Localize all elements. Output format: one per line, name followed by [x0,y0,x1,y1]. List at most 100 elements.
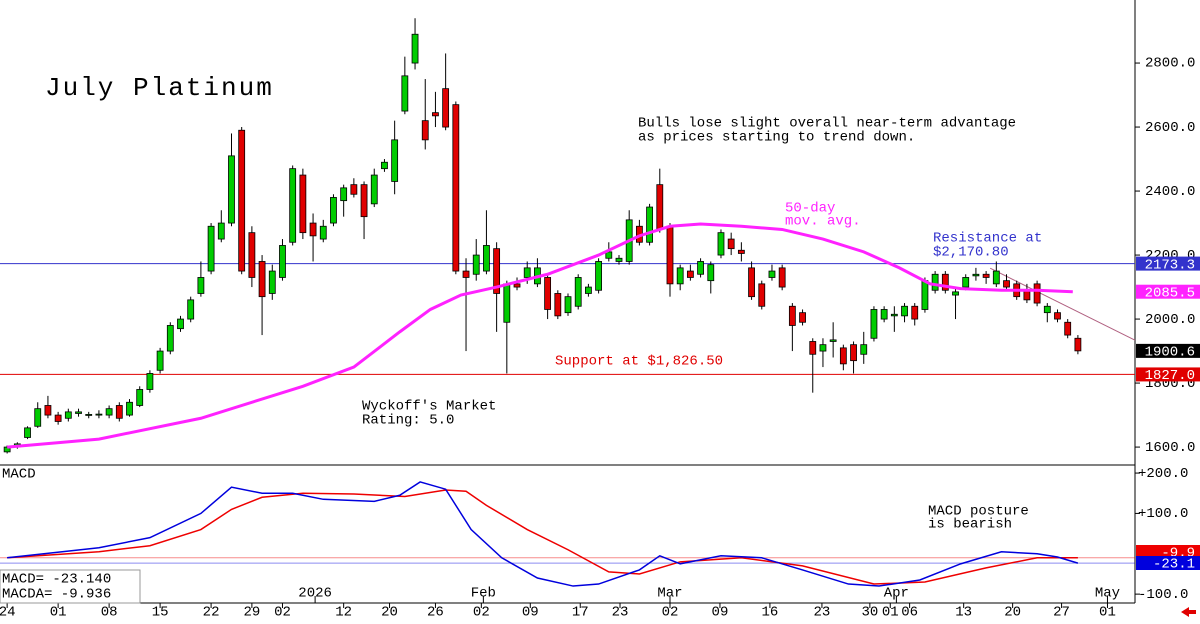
candle-body [483,245,490,272]
end-label: -23.1 [1153,557,1195,573]
series-line [7,481,1079,587]
scroll-arrow[interactable] [1181,607,1196,617]
candle-body [799,312,806,323]
x-tick-label: 13 [955,605,972,621]
period-label: 2026 [298,586,332,602]
candle-body [901,305,908,317]
x-tick-label: 01 [50,605,67,621]
candle-body [493,248,501,294]
candle-body [982,273,990,278]
candle-body [197,277,205,294]
candle-body [411,33,419,64]
candle-body [432,112,439,117]
annotation: Wyckoff's Market [362,399,496,415]
candle-body [992,270,1000,285]
candle-body [207,225,215,272]
candle-body [819,344,827,352]
candle-body [737,249,745,254]
candle-body [24,427,31,438]
candle-body [778,267,786,288]
candle-body [452,104,460,272]
level-box [1136,367,1200,382]
trendline [989,267,1136,341]
candle-body [472,254,480,275]
candle-body [401,75,409,112]
ma-box [1136,284,1200,299]
series-line [7,489,1078,585]
candle-body [115,405,123,419]
candle-body [717,232,725,256]
candle-body [350,184,358,195]
candle-body [676,267,684,285]
annotation: is bearish [928,517,1012,533]
annotation: Rating: 5.0 [362,413,454,429]
x-tick-label: 02 [662,605,679,621]
candle-body [330,197,337,224]
x-tick-label: 01 [1099,605,1116,621]
x-tick-label: 24 [0,605,16,621]
last-price-label: 1900.6 [1145,345,1195,361]
last-price-box [1136,343,1200,358]
annotation: Bulls lose slight overall near-term adva… [638,116,1016,132]
candle-body [258,261,266,298]
candle-body [1064,321,1072,336]
candle-body [850,344,857,362]
x-tick-label: 02 [473,605,490,621]
y-tick-label: 2600.0 [1145,120,1195,136]
period-label: May [1095,586,1120,602]
candle-body [972,273,980,277]
candle-body [1033,283,1041,304]
candle-body [381,161,388,170]
ma-label: 2085.5 [1145,285,1195,301]
period-label: Apr [884,586,909,602]
candle-body [860,344,868,355]
candle-body [238,129,246,272]
candle-body [156,350,164,371]
y-tick-label: -100.0 [1138,587,1188,603]
candle-body [544,277,552,310]
candle-body [289,168,297,243]
candle-body [54,414,62,422]
candle-body [921,280,929,310]
annotation: Resistance at [933,231,1042,247]
candle-body [585,286,592,294]
candle-body [360,184,368,218]
y-tick-label: 1600.0 [1145,440,1195,456]
candle-body [340,187,348,202]
x-tick-label: 26 [427,605,444,621]
candle-body [391,139,399,182]
x-tick-label: 30 [861,605,878,621]
x-tick-label: 20 [1004,605,1021,621]
x-tick-label: 17 [572,605,589,621]
candle-body [503,283,511,323]
candle-body [421,120,429,141]
candle-body [217,222,225,240]
candle-body [829,339,837,342]
candle-body [615,257,623,262]
candle-body [177,318,184,330]
candle-body [880,309,888,320]
x-tick-label: 08 [101,605,118,621]
x-tick-label: 27 [1053,605,1070,621]
candle-body [1043,305,1051,314]
y-tick-label: 2000.0 [1145,312,1195,328]
candle-body [279,245,286,278]
candle-body [1054,312,1061,320]
end-box [1136,545,1200,559]
candle-body [64,411,72,419]
candle-body [166,325,174,352]
candle-body [523,267,531,278]
candle-body [126,401,133,416]
candle-body [44,405,52,416]
x-tick-label: 23 [612,605,629,621]
ma-name: mov. avg. [785,214,861,230]
x-tick-label: 16 [762,605,779,621]
candle-body [646,206,653,243]
candle-body [962,277,970,288]
legend-entry: MACDA= -9.936 [2,587,111,603]
x-tick-label: 09 [522,605,539,621]
candle-body [442,88,450,128]
series-line [7,222,1073,449]
candle-body [34,408,42,427]
